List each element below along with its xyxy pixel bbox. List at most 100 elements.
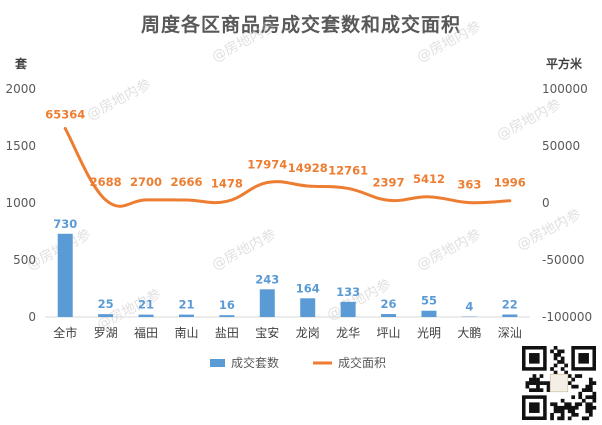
qr-module [560,398,565,403]
qr-module [560,412,565,417]
qr-module [546,384,551,389]
qr-module [529,377,533,382]
bar [138,314,154,317]
line-data-label: 14928 [288,161,328,175]
qr-module [588,381,593,385]
watermark-text: @房地内参 [514,206,584,254]
qr-module [529,381,533,385]
left-axis-tick: 2000 [5,82,36,96]
bar-data-label: 22 [502,297,518,311]
line-data-label: 2666 [170,175,202,189]
qr-module [550,412,554,417]
qr-module [581,416,586,421]
qr-module [560,356,565,361]
qr-module [557,353,561,357]
line-data-label: 17974 [247,158,287,172]
qr-module [592,398,597,403]
bar-data-label: 4 [465,300,473,314]
qr-module [550,416,554,421]
qr-module [578,395,583,400]
qr-module [578,402,583,407]
qr-module [546,381,551,385]
right-axis-tick: 100000 [542,82,588,96]
qr-module [553,409,558,414]
qr-module [557,360,561,364]
qr-module [536,384,540,389]
qr-module [567,374,572,378]
right-axis-unit: 平方米 [546,56,583,71]
qr-module [567,381,572,385]
line-data-label: 2700 [130,175,162,189]
left-axis-tick: 1500 [5,139,36,153]
qr-module [560,360,565,364]
qr-module [571,405,576,410]
category-label: 深汕 [498,326,522,340]
category-label: 全市 [53,325,77,340]
qr-module [588,412,593,417]
qr-module [567,416,572,421]
qr-module [585,395,590,400]
qr-module [532,377,537,382]
bar [300,298,316,317]
bar-data-label: 164 [296,281,320,295]
bar [421,310,437,317]
qr-module [588,377,593,382]
bar-data-label: 21 [178,298,194,312]
watermark-text: @房地内参 [494,96,564,144]
qr-module [588,405,593,410]
qr-module [550,367,554,371]
qr-module [553,405,558,410]
qr-module [553,346,558,350]
bar [340,301,356,317]
watermark-text: @房地内参 [414,18,484,66]
qr-module [571,384,576,389]
qr-module [578,391,583,396]
qr-module [574,384,579,389]
qr-module [536,377,540,382]
qr-module [525,384,530,389]
qr-module [571,412,576,417]
qr-module [560,409,565,414]
bar [57,233,73,317]
qr-module [567,405,572,410]
qr-module [574,412,579,417]
qr-module [567,402,572,407]
qr-module [592,405,597,410]
qr-module [592,395,597,400]
qr-module [574,374,579,378]
qr-module [592,381,597,385]
bar-data-label: 26 [381,297,397,311]
qr-module [539,381,544,385]
bar [259,289,275,317]
line-data-label: 65364 [45,107,85,121]
category-label: 坪山 [377,326,401,340]
qr-module [585,416,590,421]
qr-module [553,356,558,361]
qr-module [574,402,579,407]
qr-module [588,388,593,393]
qr-module [536,388,540,393]
watermark-text: @房地内参 [84,76,154,124]
category-label: 罗湖 [94,325,118,340]
qr-module [553,353,558,357]
watermark-text: @房地内参 [414,226,484,274]
qr-module [560,349,565,354]
right-axis-tick: 0 [542,196,550,210]
qr-module [553,370,558,375]
qr-module [564,405,569,410]
qr-module [560,405,565,410]
right-axis-tick: -50000 [542,253,585,267]
qr-finder-core [529,402,540,413]
qr-module [557,409,561,414]
category-label: 宝安 [255,325,279,340]
legend-bar-label: 成交套数 [231,355,279,370]
bar-data-label: 730 [53,217,77,231]
line-data-label: 2397 [373,175,405,189]
category-label: 南山 [174,325,198,340]
qr-module [557,349,561,354]
qr-module [550,402,554,407]
qr-module [581,398,586,403]
qr-module [585,405,590,410]
